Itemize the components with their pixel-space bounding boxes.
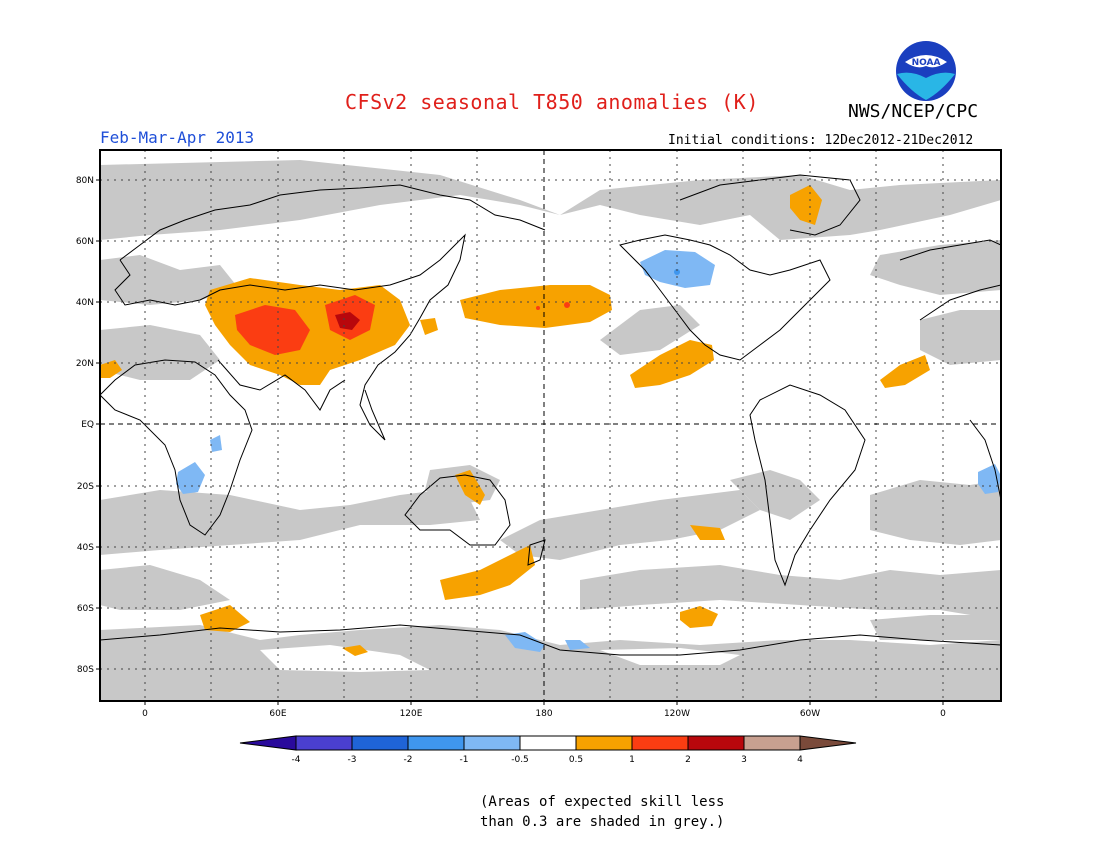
lat-label: EQ: [81, 420, 94, 430]
lat-label: 60N: [76, 237, 94, 247]
colorbar-segment: [295, 735, 353, 751]
chart-title: CFSv2 seasonal T850 anomalies (K): [345, 90, 759, 114]
colorbar-segment: [463, 735, 521, 751]
colorbar-tick-label: -0.5: [511, 755, 529, 765]
colorbar-segment: [351, 735, 409, 751]
lat-label: 40N: [76, 298, 94, 308]
lat-ticks: [96, 179, 944, 705]
lon-label: 0: [940, 709, 946, 719]
colorbar-segment: [239, 735, 297, 751]
lon-axis: 0 60E 120E 180 120W 60W 0: [142, 709, 946, 719]
lat-label: 80N: [76, 176, 94, 186]
colorbar-segment: [799, 735, 857, 751]
lon-label: 120W: [664, 709, 690, 719]
colorbar-segment: [407, 735, 465, 751]
colorbar-tick-label: -1: [460, 755, 469, 765]
lat-label: 80S: [77, 665, 94, 675]
lon-label: 120E: [400, 709, 423, 719]
lon-label: 60W: [800, 709, 820, 719]
organization-label: NWS/NCEP/CPC: [848, 101, 979, 122]
colorbar-segment: [631, 735, 689, 751]
graticule: [100, 150, 1001, 701]
colorbar-tick-label: 4: [797, 755, 803, 765]
colorbar-segment: [743, 735, 801, 751]
skill-caption: (Areas of expected skill less than 0.3 a…: [480, 792, 724, 832]
colorbar-segment: [519, 735, 577, 751]
lat-label: 20N: [76, 359, 94, 369]
colorbar-segment: [575, 735, 633, 751]
colorbar-tick-label: -3: [348, 755, 357, 765]
color-bar: [239, 735, 857, 751]
color-bar-labels: -4 -3 -2 -1 -0.5 0.5 1 2 3 4: [292, 755, 804, 765]
lat-label: 60S: [77, 604, 94, 614]
colorbar-tick-label: 0.5: [569, 755, 583, 765]
positive-anomaly-2-to-3: [335, 312, 360, 330]
colorbar-tick-label: 1: [629, 755, 635, 765]
lon-label: 60E: [269, 709, 286, 719]
noaa-logo-text: NOAA: [912, 58, 941, 68]
caption-line-1: (Areas of expected skill less: [480, 794, 725, 810]
colorbar-tick-label: 3: [741, 755, 747, 765]
negative-anomaly-2-to-1: [674, 269, 680, 275]
noaa-logo: NOAA: [896, 41, 956, 101]
colorbar-tick-label: -4: [292, 755, 301, 765]
caption-line-2: than 0.3 are shaded in grey.): [480, 814, 725, 830]
forecast-period: Feb-Mar-Apr 2013: [100, 128, 255, 147]
lat-label: 20S: [77, 482, 94, 492]
lat-axis: 80N 60N 40N 20N EQ 20S 40S 60S 80S: [76, 176, 94, 675]
coastlines: [100, 174, 1001, 656]
map-frame: [99, 149, 1002, 702]
colorbar-tick-label: -2: [404, 755, 413, 765]
lat-label: 40S: [77, 543, 94, 553]
colorbar-tick-label: 2: [685, 755, 691, 765]
anomaly-map: 80N 60N 40N 20N EQ 20S 40S 60S 80S 0 60E…: [76, 149, 1002, 765]
initial-conditions: Initial conditions: 12Dec2012-21Dec2012: [668, 133, 974, 148]
colorbar-segment: [687, 735, 745, 751]
lon-label: 0: [142, 709, 148, 719]
lon-label: 180: [535, 709, 552, 719]
